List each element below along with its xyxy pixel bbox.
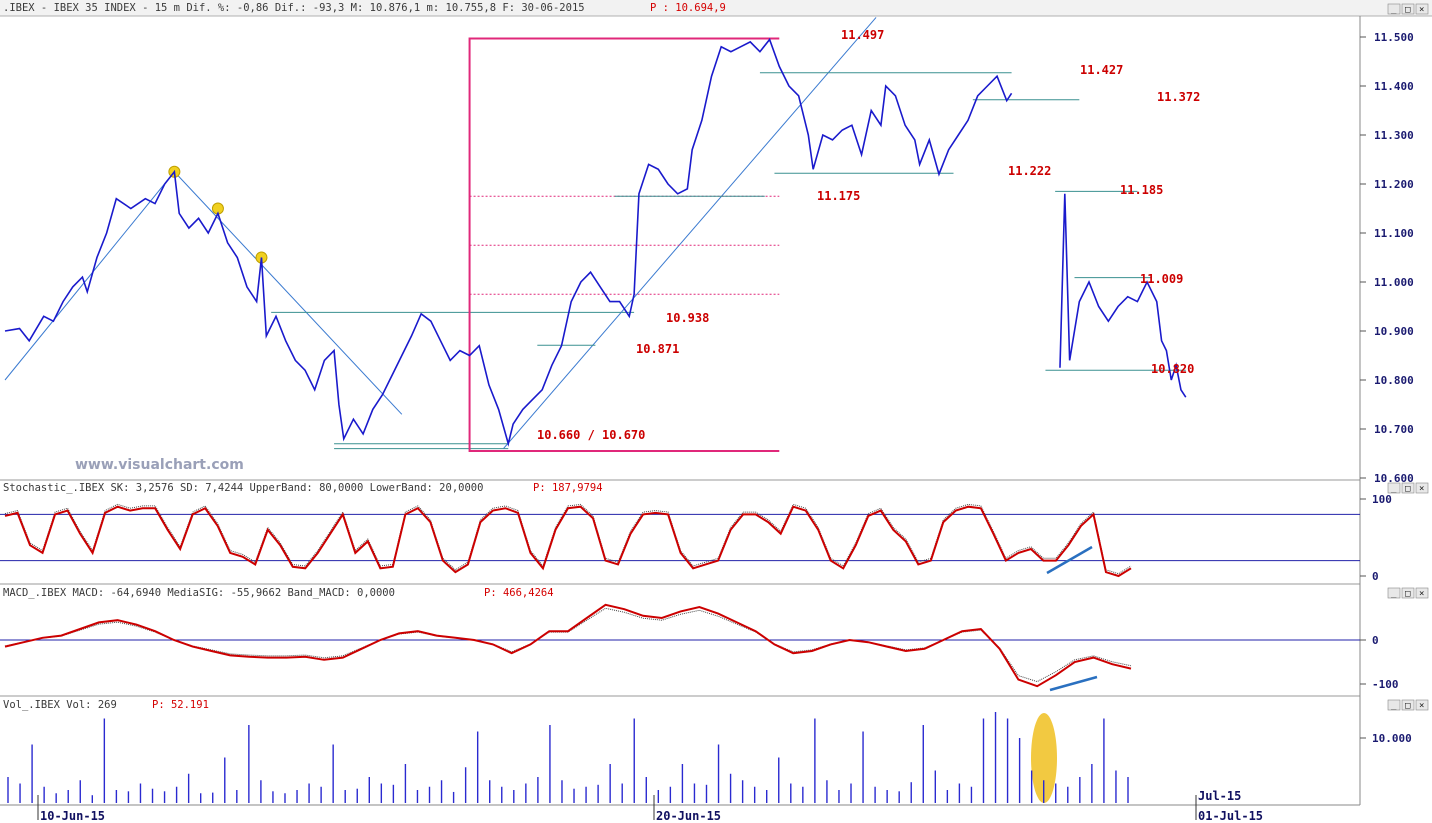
window-button-1[interactable]: □ — [1405, 484, 1411, 494]
price-y-tick-label: 11.400 — [1374, 80, 1414, 93]
uptrend-line-1 — [4, 171, 175, 381]
price-y-tick-label: 10.700 — [1374, 423, 1414, 436]
window-button-2[interactable]: × — [1419, 5, 1424, 15]
window-button-frame — [1387, 587, 1401, 599]
vol-y-tick-label: 10.000 — [1372, 732, 1412, 745]
price-y-tick-label: 10.800 — [1374, 374, 1414, 387]
stoch-sk-line — [4, 505, 1132, 578]
window-button-frame — [1401, 3, 1415, 15]
level-label: 11.222 — [1008, 164, 1051, 178]
vol-panel-header: Vol_.IBEX Vol: 269 — [3, 699, 117, 711]
window-button-frame — [1415, 482, 1429, 494]
level-label: 10.660 / 10.670 — [537, 428, 645, 442]
level-label: 11.009 — [1140, 272, 1183, 286]
window-button-frame — [1401, 699, 1415, 711]
level-label: 11.372 — [1157, 90, 1200, 104]
price-y-tick-label: 10.900 — [1374, 325, 1414, 338]
watermark: www.visualchart.com — [75, 457, 244, 473]
price-panel-header-p: P : 10.694,9 — [650, 2, 726, 14]
window-button-frame — [1415, 699, 1429, 711]
level-label: 11.427 — [1080, 63, 1123, 77]
volume-highlight — [1031, 713, 1057, 803]
macd-divergence-line — [1049, 675, 1098, 692]
window-button-0[interactable]: _ — [1391, 484, 1397, 494]
price-y-tick-label: 11.200 — [1374, 178, 1414, 191]
level-label: 10.938 — [666, 311, 709, 325]
window-button-1[interactable]: □ — [1405, 701, 1411, 711]
vol-panel-header-p: P: 52.191 — [152, 699, 209, 711]
stoch-divergence-line — [1046, 545, 1093, 575]
window-button-frame — [1401, 587, 1415, 599]
price-y-tick-label: 11.100 — [1374, 227, 1414, 240]
window-button-frame — [1401, 482, 1415, 494]
price-y-tick-label: 10.600 — [1374, 472, 1414, 485]
x-tick-label: 01-Jul-15 — [1198, 809, 1263, 823]
level-label: 10.871 — [636, 342, 679, 356]
x-tick-label-upper: Jul-15 — [1198, 789, 1241, 803]
macd-y-tick-label: -100 — [1372, 678, 1399, 691]
price-y-tick-label: 11.000 — [1374, 276, 1414, 289]
window-button-2[interactable]: × — [1419, 701, 1424, 711]
macd-panel-header-p: P: 466,4264 — [484, 587, 554, 599]
macd-y-tick-label: 0 — [1372, 634, 1379, 647]
price-y-tick-label: 11.500 — [1374, 31, 1414, 44]
x-tick-label: 10-Jun-15 — [40, 809, 105, 823]
stoch-panel-header: Stochastic_.IBEX SK: 3,2576 SD: 7,4244 U… — [3, 482, 483, 494]
macd-panel-header: MACD_.IBEX MACD: -64,6940 MediaSIG: -55,… — [3, 587, 395, 599]
window-button-1[interactable]: □ — [1405, 5, 1411, 15]
window-button-frame — [1387, 3, 1401, 15]
window-button-frame — [1415, 3, 1429, 15]
level-label: 10.820 — [1151, 362, 1194, 376]
stoch-sd-line — [4, 503, 1132, 575]
price-y-tick-label: 11.300 — [1374, 129, 1414, 142]
stoch-panel-header-p: P: 187,9794 — [533, 482, 603, 494]
window-button-frame — [1415, 587, 1429, 599]
stoch-y-tick-label: 0 — [1372, 570, 1379, 583]
window-button-0[interactable]: _ — [1391, 589, 1397, 599]
window-button-1[interactable]: □ — [1405, 589, 1411, 599]
window-button-2[interactable]: × — [1419, 589, 1424, 599]
price-series-line-after-gap — [1059, 193, 1187, 398]
window-button-0[interactable]: _ — [1391, 5, 1397, 15]
window-button-2[interactable]: × — [1419, 484, 1424, 494]
level-label: 11.175 — [817, 189, 860, 203]
x-tick-label: 20-Jun-15 — [656, 809, 721, 823]
price-series-line — [4, 37, 1013, 447]
window-button-0[interactable]: _ — [1391, 701, 1397, 711]
window-button-frame — [1387, 482, 1401, 494]
stoch-y-tick-label: 100 — [1372, 493, 1392, 506]
level-label: 11.185 — [1120, 183, 1163, 197]
macd-line — [4, 603, 1132, 688]
uptrend-line-2 — [503, 17, 877, 449]
level-label: 11.497 — [841, 28, 884, 42]
price-panel-header: .IBEX - IBEX 35 INDEX - 15 m Dif. %: -0,… — [3, 2, 585, 14]
window-button-frame — [1387, 699, 1401, 711]
downtrend-line-1 — [174, 171, 403, 415]
